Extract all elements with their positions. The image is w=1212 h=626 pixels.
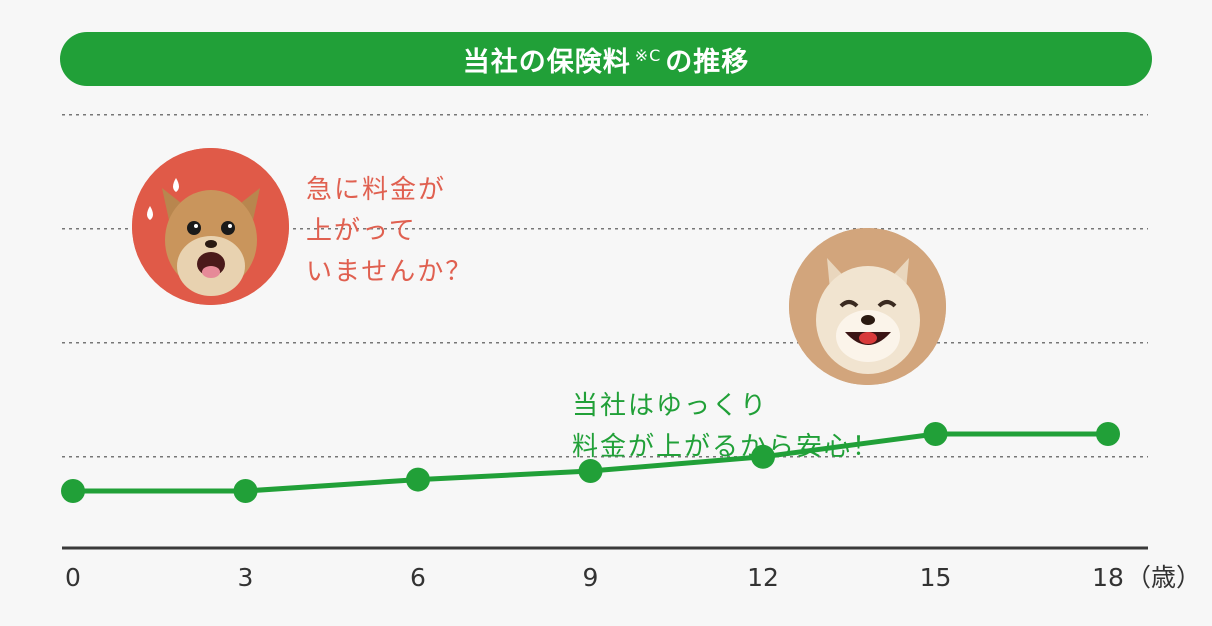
reassuring-speech-text: 当社はゆっくり 料金が上がるから安心！ <box>572 386 880 468</box>
x-tick-label: 18 <box>1092 563 1124 592</box>
x-tick-label: 6 <box>410 563 426 592</box>
worried-chihuahua-icon <box>132 148 289 305</box>
smiling-dog-icon <box>789 228 946 385</box>
worried-speech-text: 急に料金が 上がって いませんか？ <box>306 170 473 293</box>
x-tick-label: 15 <box>920 563 952 592</box>
title-main: 当社の保険料 <box>462 46 631 78</box>
x-tick-label: 9 <box>583 563 599 592</box>
x-tick-label: 3 <box>238 563 254 592</box>
data-point <box>61 479 85 503</box>
x-tick-label: 0 <box>65 563 81 592</box>
data-point <box>406 467 430 492</box>
reassuring-speech-line: 当社はゆっくり <box>572 391 769 421</box>
reassuring-speech-line: 料金が上がるから安心！ <box>572 432 881 462</box>
title-end: の推移 <box>665 46 750 78</box>
worried-dog-photo <box>132 148 289 305</box>
data-point <box>578 459 603 484</box>
data-point <box>751 444 775 469</box>
title-footnote-marker: ※C <box>634 45 662 65</box>
chart-title: 当社の保険料 ※C の推移 <box>60 32 1152 86</box>
data-point <box>233 479 258 503</box>
data-point <box>1096 422 1120 446</box>
worried-speech-line: 上がって <box>306 216 417 246</box>
happy-dog-photo <box>789 228 946 385</box>
x-tick-label: 12 <box>747 563 779 592</box>
x-axis-unit-label: （歳） <box>1126 563 1201 592</box>
data-point <box>923 422 948 446</box>
worried-speech-line: 急に料金が <box>306 175 447 205</box>
worried-speech-line: いませんか？ <box>306 257 474 287</box>
